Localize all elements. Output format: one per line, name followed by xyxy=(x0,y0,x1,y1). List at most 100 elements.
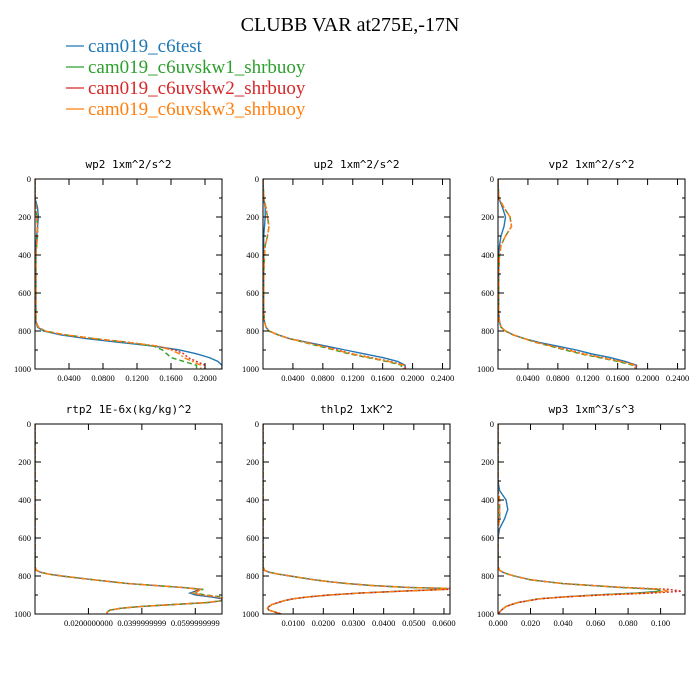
y-tick-label: 400 xyxy=(18,250,31,260)
plot-frame xyxy=(497,178,686,370)
panel-3: vp2 1xm^2/s^2 0 200 400 600 800 1000 0.0400 0.08… xyxy=(477,158,689,383)
x-tick-label: 0.1600 xyxy=(606,373,629,383)
x-tick-label: 0.0500 xyxy=(402,618,425,628)
x-tick-label: 0.040 xyxy=(553,618,572,628)
series-line-4 xyxy=(263,424,448,614)
x-tick-label: 0.0800 xyxy=(311,373,334,383)
x-tick-label: 0.060 xyxy=(586,618,605,628)
series-line-4 xyxy=(498,424,669,614)
x-tick-label: 0.000 xyxy=(488,618,507,628)
series-line-2 xyxy=(35,179,198,369)
y-tick-label: 400 xyxy=(18,495,31,505)
series-group xyxy=(35,179,222,369)
series-line-3 xyxy=(35,179,206,369)
series-line-3 xyxy=(498,179,638,369)
y-tick-label: 800 xyxy=(18,326,31,336)
y-tick-label: 400 xyxy=(481,495,494,505)
y-tick-label: 0 xyxy=(255,174,259,184)
x-tick-label: 0.1600 xyxy=(159,373,182,383)
legend-label-1: cam019_c6test xyxy=(88,36,203,57)
legend-label-4: cam019_c6uvskw3_shrbuoy xyxy=(88,99,306,120)
plot-frame xyxy=(262,423,451,615)
series-line-2 xyxy=(498,424,663,614)
panel-2: up2 1xm^2/s^2 0 200 400 600 800 1000 0.0400 0.08… xyxy=(242,158,454,383)
y-tick-label: 600 xyxy=(18,533,31,543)
y-tick-label: 1000 xyxy=(14,364,31,374)
y-tick-label: 0 xyxy=(255,419,259,429)
plot-frame xyxy=(34,178,223,370)
x-tick-label: 0.2000 xyxy=(636,373,659,383)
y-tick-label: 800 xyxy=(246,571,259,581)
y-tick-label: 800 xyxy=(481,326,494,336)
y-tick-label: 200 xyxy=(481,212,494,222)
panel-title: rtp2 1E-6x(kg/kg)^2 xyxy=(66,403,192,416)
panel-4: rtp2 1E-6x(kg/kg)^2 0 200 400 600 800 1000 0.02… xyxy=(14,403,223,628)
series-line-2 xyxy=(498,179,634,369)
series-line-4 xyxy=(35,424,222,614)
series-line-1 xyxy=(35,424,222,614)
x-tick-label: 0.0200 xyxy=(312,618,335,628)
y-tick-label: 800 xyxy=(246,326,259,336)
x-tick-label: 0.2400 xyxy=(431,373,454,383)
x-tick-label: 0.0400 xyxy=(516,373,539,383)
x-tick-label: 0.2000 xyxy=(401,373,424,383)
y-tick-label: 400 xyxy=(246,250,259,260)
y-tick-label: 400 xyxy=(246,495,259,505)
series-line-1 xyxy=(263,424,445,614)
y-tick-label: 1000 xyxy=(477,609,494,619)
x-tick-label: 0.1200 xyxy=(125,373,148,383)
y-tick-label: 0 xyxy=(27,419,31,429)
panel-5: thlp2 1xK^2 0 200 400 600 800 1000 0.0100 0.0200… xyxy=(242,403,456,628)
x-tick-label: 0.0600 xyxy=(432,618,455,628)
x-tick-label: 0.1200 xyxy=(576,373,599,383)
series-line-3 xyxy=(263,424,450,614)
y-tick-label: 200 xyxy=(481,457,494,467)
y-tick-label: 600 xyxy=(18,288,31,298)
panel-title: up2 1xm^2/s^2 xyxy=(313,158,399,171)
series-line-4 xyxy=(263,179,405,369)
y-tick-label: 600 xyxy=(246,288,259,298)
x-tick-label: 0.0400 xyxy=(281,373,304,383)
x-tick-label: 0.0400 xyxy=(57,373,80,383)
y-tick-label: 0 xyxy=(27,174,31,184)
series-line-2 xyxy=(263,424,448,614)
series-line-1 xyxy=(263,179,406,369)
y-tick-label: 1000 xyxy=(242,364,259,374)
panel-title: wp2 1xm^2/s^2 xyxy=(85,158,171,171)
series-line-1 xyxy=(35,179,222,369)
y-tick-label: 800 xyxy=(481,571,494,581)
x-tick-label: 0.0800 xyxy=(546,373,569,383)
x-tick-label: 0.080 xyxy=(619,618,638,628)
plot-frame xyxy=(34,423,223,615)
y-tick-label: 200 xyxy=(246,457,259,467)
y-tick-label: 200 xyxy=(18,457,31,467)
series-line-3 xyxy=(35,424,222,614)
series-line-2 xyxy=(263,179,403,369)
y-tick-label: 600 xyxy=(481,288,494,298)
y-tick-label: 400 xyxy=(481,250,494,260)
y-tick-label: 600 xyxy=(481,533,494,543)
x-tick-label: 0.0100 xyxy=(281,618,304,628)
y-tick-label: 0 xyxy=(490,419,494,429)
series-group xyxy=(35,424,222,614)
series-line-3 xyxy=(263,179,406,369)
figure-title: CLUBB VAR at275E,-17N xyxy=(241,14,460,36)
panel-title: thlp2 1xK^2 xyxy=(320,403,393,416)
panel-1: wp2 1xm^2/s^2 0 200 400 600 800 1000 0.0400 0.08… xyxy=(14,158,223,383)
x-tick-label: 0.0800 xyxy=(91,373,114,383)
series-line-2 xyxy=(35,424,222,614)
x-tick-label: 0.2000 xyxy=(193,373,216,383)
series-group xyxy=(498,179,638,369)
series-group xyxy=(263,424,450,614)
y-tick-label: 800 xyxy=(18,571,31,581)
series-line-4 xyxy=(498,179,636,369)
y-tick-label: 1000 xyxy=(477,364,494,374)
x-tick-label: 0.0200000000 xyxy=(64,618,113,628)
y-tick-label: 1000 xyxy=(242,609,259,619)
y-tick-label: 200 xyxy=(18,212,31,222)
x-tick-label: 0.100 xyxy=(651,618,670,628)
x-tick-label: 0.020 xyxy=(521,618,540,628)
x-tick-label: 0.1600 xyxy=(371,373,394,383)
